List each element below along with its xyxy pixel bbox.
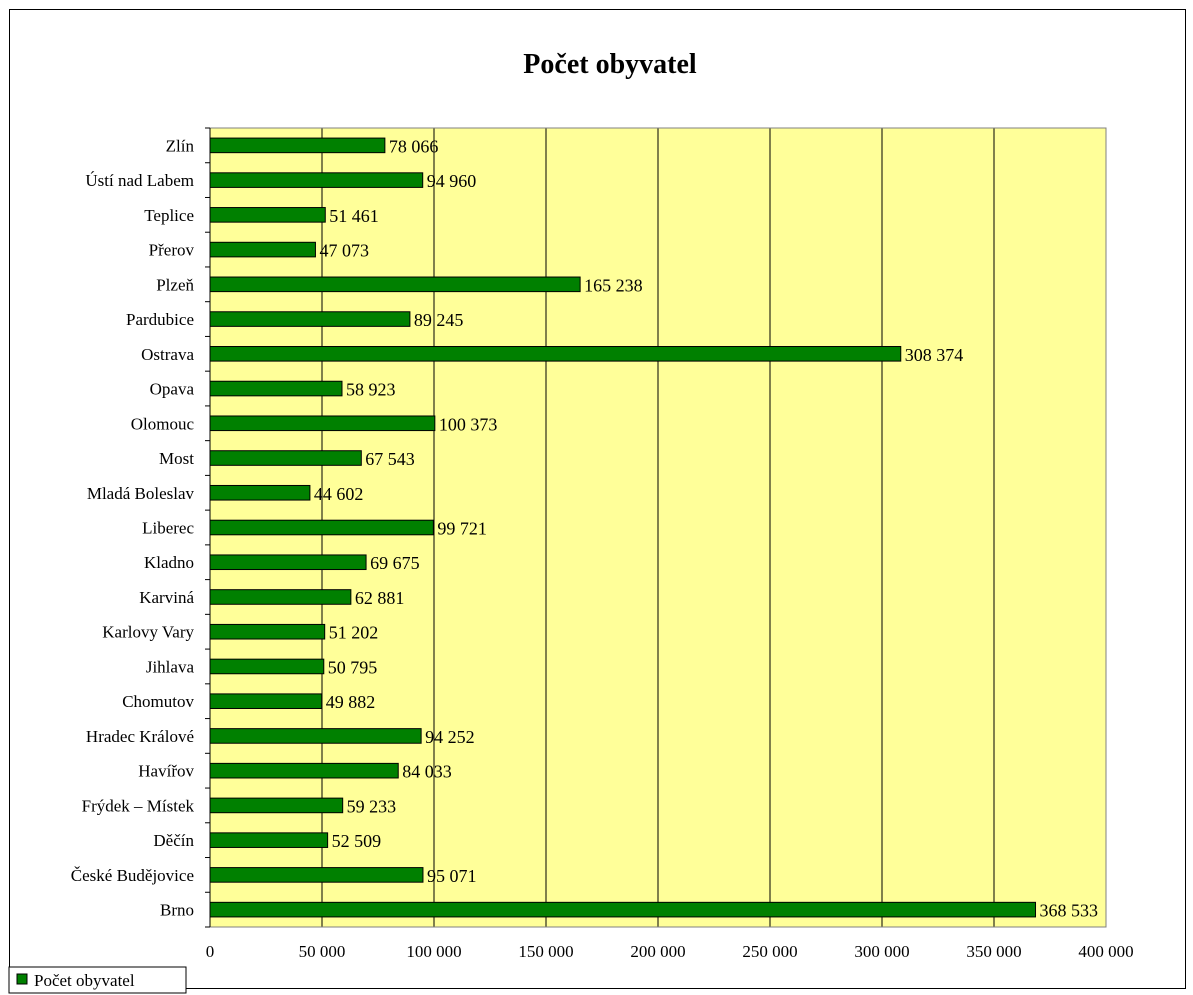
- bar: [209, 450, 362, 466]
- category-label: Ostrava: [141, 345, 194, 364]
- data-label: 308 374: [905, 345, 964, 365]
- category-label: Zlín: [166, 136, 195, 155]
- data-label: 47 073: [319, 241, 369, 261]
- bar: [209, 415, 436, 432]
- bar: [209, 797, 344, 814]
- category-label: Jihlava: [146, 657, 195, 676]
- bar: [209, 623, 326, 640]
- bar: [209, 380, 343, 397]
- legend-box: [8, 966, 187, 994]
- data-label: 50 795: [328, 657, 378, 677]
- bar: [209, 554, 367, 571]
- chart-title: Počet obyvatel: [523, 49, 697, 80]
- bar: [209, 311, 411, 327]
- legend-label: Počet obyvatel: [34, 971, 135, 990]
- category-label: Karviná: [139, 588, 194, 607]
- data-label: 52 509: [332, 831, 382, 851]
- data-label: 59 233: [347, 796, 397, 816]
- category-label: Frýdek – Místek: [82, 796, 195, 815]
- x-tick-label: 50 000: [299, 942, 346, 961]
- category-label: Děčín: [153, 831, 194, 850]
- data-label: 44 602: [314, 484, 364, 504]
- category-label: Teplice: [144, 206, 194, 225]
- legend-swatch: [16, 973, 28, 985]
- x-tick-label: 0: [206, 942, 215, 961]
- data-label: 78 066: [389, 136, 439, 156]
- category-label: Opava: [150, 380, 195, 399]
- data-label: 89 245: [414, 310, 464, 330]
- bar: [209, 276, 581, 293]
- category-label: Mladá Boleslav: [87, 484, 195, 503]
- bar: [209, 728, 422, 744]
- data-label: 100 373: [439, 414, 498, 434]
- bar: [209, 241, 316, 258]
- data-label: 62 881: [355, 588, 405, 608]
- category-label: Pardubice: [126, 310, 194, 329]
- category-label: Plzeň: [156, 275, 194, 294]
- category-label: Ústí nad Labem: [85, 171, 194, 190]
- x-tick-label: 150 000: [518, 942, 573, 961]
- bar: [209, 832, 329, 848]
- legend: Počet obyvatel: [8, 966, 187, 994]
- data-label: 165 238: [584, 275, 643, 295]
- data-label: 95 071: [427, 866, 477, 886]
- bar: [209, 901, 1037, 918]
- data-label: 69 675: [370, 553, 420, 573]
- category-label: Hradec Králové: [86, 727, 194, 746]
- bar: [209, 658, 325, 675]
- x-tick-label: 100 000: [406, 942, 461, 961]
- x-tick-label: 300 000: [854, 942, 909, 961]
- category-label: Olomouc: [131, 414, 195, 433]
- x-tick-label: 400 000: [1078, 942, 1133, 961]
- category-label: Most: [159, 449, 194, 468]
- x-tick-label: 200 000: [630, 942, 685, 961]
- data-label: 94 252: [425, 727, 475, 747]
- data-label: 94 960: [427, 171, 477, 191]
- bar: [209, 762, 399, 779]
- category-label: Karlovy Vary: [102, 623, 194, 642]
- data-label: 51 461: [329, 206, 379, 226]
- bar: [209, 484, 311, 501]
- data-label: 368 533: [1040, 901, 1099, 921]
- x-tick-label: 250 000: [742, 942, 797, 961]
- category-label: Havířov: [138, 762, 194, 781]
- category-label: Přerov: [149, 241, 195, 260]
- bar: [209, 693, 323, 709]
- data-label: 51 202: [329, 623, 379, 643]
- bar: [209, 867, 424, 883]
- category-label: České Budějovice: [71, 866, 194, 885]
- bar: [209, 589, 352, 605]
- bar: [209, 137, 386, 154]
- bar: [209, 207, 326, 223]
- category-label: Liberec: [142, 519, 194, 538]
- category-label: Brno: [160, 901, 194, 920]
- data-label: 49 882: [326, 692, 376, 712]
- category-label: Chomutov: [122, 692, 194, 711]
- data-label: 58 923: [346, 380, 396, 400]
- plot-area: 0 50 000 100 000 150 000 200 000 250 000 300 0…: [71, 127, 1134, 961]
- x-tick-label: 350 000: [966, 942, 1021, 961]
- data-label: 84 033: [402, 762, 452, 782]
- bar: [209, 346, 902, 362]
- data-label: 99 721: [437, 519, 487, 539]
- category-label: Kladno: [144, 553, 194, 572]
- bar: [209, 172, 424, 188]
- bar: [209, 519, 434, 536]
- data-label: 67 543: [365, 449, 415, 469]
